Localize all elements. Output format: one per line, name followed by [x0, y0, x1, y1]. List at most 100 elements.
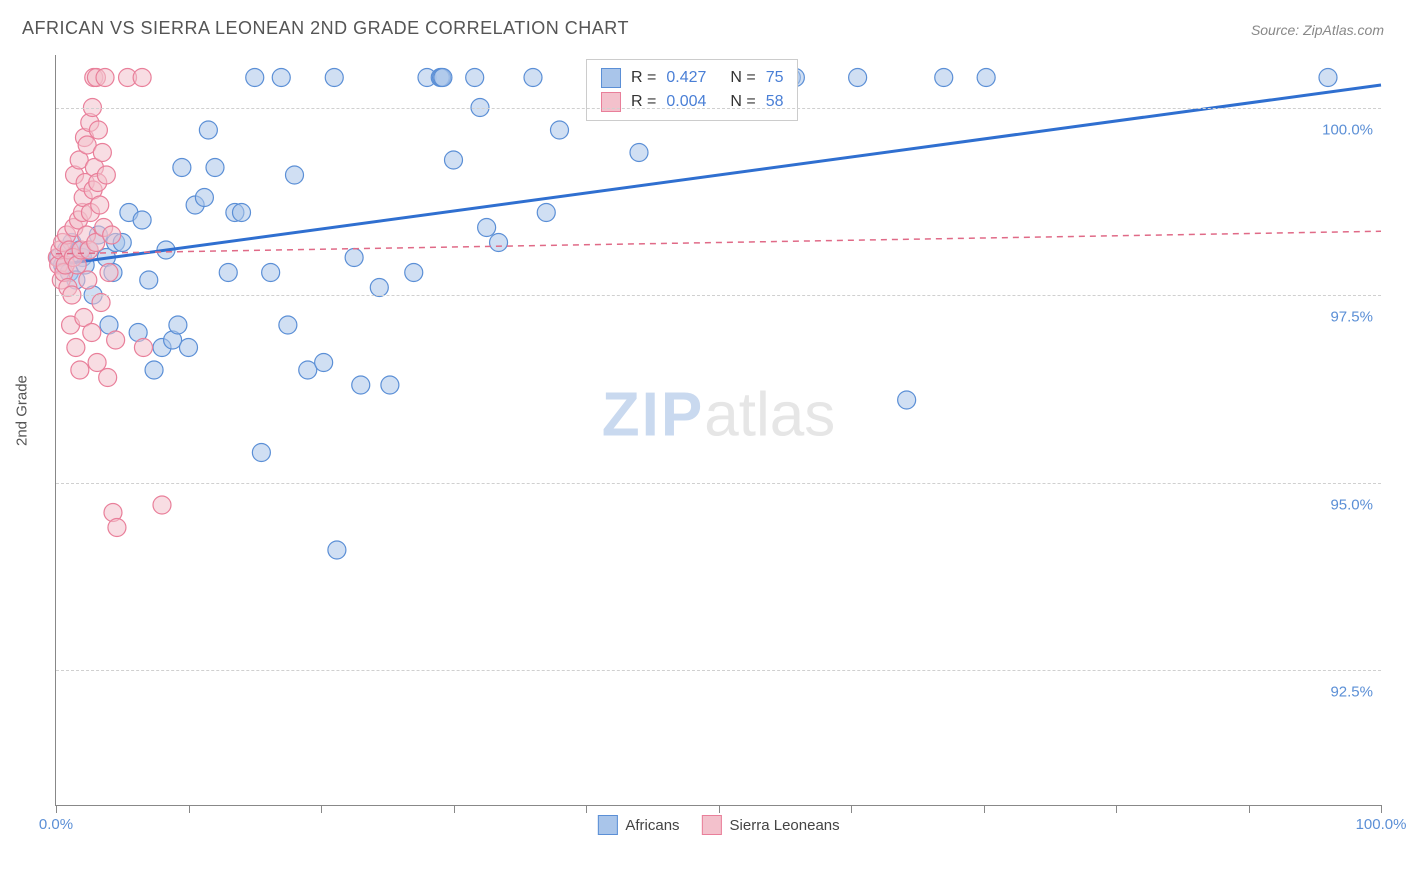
data-point [315, 354, 333, 372]
data-point [153, 496, 171, 514]
y-tick-label: 95.0% [1330, 496, 1373, 513]
data-point [134, 339, 152, 357]
data-point [108, 519, 126, 537]
data-point [219, 264, 237, 282]
x-tick [189, 805, 190, 813]
chart-container: AFRICAN VS SIERRA LEONEAN 2ND GRADE CORR… [0, 0, 1406, 892]
x-tick [454, 805, 455, 813]
gridline-h [56, 670, 1381, 671]
x-tick [321, 805, 322, 813]
data-point [434, 69, 452, 87]
bottom-legend-item: Africans [597, 815, 679, 835]
data-point [478, 219, 496, 237]
y-axis-title: 2nd Grade [14, 375, 31, 446]
data-point [83, 324, 101, 342]
data-point [99, 369, 117, 387]
x-tick [851, 805, 852, 813]
x-tick [1249, 805, 1250, 813]
data-point [79, 271, 97, 289]
legend-N-label: N = [730, 69, 755, 87]
x-tick-label: 100.0% [1356, 816, 1406, 833]
data-point [246, 69, 264, 87]
data-point [445, 151, 463, 169]
data-point [405, 264, 423, 282]
source-credit: Source: ZipAtlas.com [1251, 22, 1384, 38]
stats-legend-row: R =0.004N =58 [601, 90, 783, 114]
x-tick-label: 0.0% [39, 816, 73, 833]
gridline-h [56, 483, 1381, 484]
data-point [107, 331, 125, 349]
x-tick [719, 805, 720, 813]
data-point [169, 316, 187, 334]
data-point [252, 444, 270, 462]
data-point [537, 204, 555, 222]
data-point [370, 279, 388, 297]
bottom-legend: Africans Sierra Leoneans [597, 815, 839, 835]
data-point [100, 264, 118, 282]
data-point [199, 121, 217, 139]
stats-legend-row: R = 0.427 N = 75 [601, 66, 783, 90]
data-point [352, 376, 370, 394]
legend-N-value: 75 [766, 69, 784, 87]
x-tick [586, 805, 587, 813]
legend-swatch [597, 815, 617, 835]
legend-swatch [702, 815, 722, 835]
data-point [206, 159, 224, 177]
data-point [103, 226, 121, 244]
data-point [91, 196, 109, 214]
data-point [272, 69, 290, 87]
x-tick [1116, 805, 1117, 813]
x-tick [56, 805, 57, 813]
gridline-h [56, 108, 1381, 109]
data-point [551, 121, 569, 139]
data-point [630, 144, 648, 162]
data-point [381, 376, 399, 394]
data-point [140, 271, 158, 289]
data-point [133, 69, 151, 87]
data-point [299, 361, 317, 379]
x-tick [1381, 805, 1382, 813]
data-point [93, 144, 111, 162]
trend-line [56, 231, 1381, 254]
legend-swatch [601, 92, 621, 112]
data-point [466, 69, 484, 87]
data-point [849, 69, 867, 87]
stats-legend: R = 0.427 N = 75 R =0.004N =58 [586, 59, 798, 121]
data-point [96, 69, 114, 87]
data-point [1319, 69, 1337, 87]
y-tick-label: 100.0% [1322, 121, 1373, 138]
bottom-legend-label: Africans [625, 817, 679, 834]
legend-swatch [601, 68, 621, 88]
data-point [898, 391, 916, 409]
data-point [195, 189, 213, 207]
bottom-legend-label: Sierra Leoneans [730, 817, 840, 834]
gridline-h [56, 295, 1381, 296]
data-point [490, 234, 508, 252]
data-point [279, 316, 297, 334]
x-tick [984, 805, 985, 813]
legend-R-label: R = [631, 69, 656, 87]
data-point [345, 249, 363, 267]
data-point [67, 339, 85, 357]
chart-title: AFRICAN VS SIERRA LEONEAN 2ND GRADE CORR… [22, 18, 629, 39]
data-point [92, 294, 110, 312]
data-point [97, 166, 115, 184]
data-point [145, 361, 163, 379]
data-point [133, 211, 151, 229]
bottom-legend-item: Sierra Leoneans [702, 815, 840, 835]
data-point [977, 69, 995, 87]
data-point [262, 264, 280, 282]
data-point [935, 69, 953, 87]
y-tick-label: 97.5% [1330, 309, 1373, 326]
data-point [524, 69, 542, 87]
data-point [325, 69, 343, 87]
data-point [89, 121, 107, 139]
chart-svg [56, 55, 1381, 805]
data-point [180, 339, 198, 357]
data-point [88, 354, 106, 372]
plot-area: ZIPatlas R =0.427N =75R =0.004N =58 Afri… [55, 55, 1381, 806]
y-tick-label: 92.5% [1330, 684, 1373, 701]
data-point [328, 541, 346, 559]
legend-R-value: 0.427 [666, 69, 720, 87]
data-point [233, 204, 251, 222]
